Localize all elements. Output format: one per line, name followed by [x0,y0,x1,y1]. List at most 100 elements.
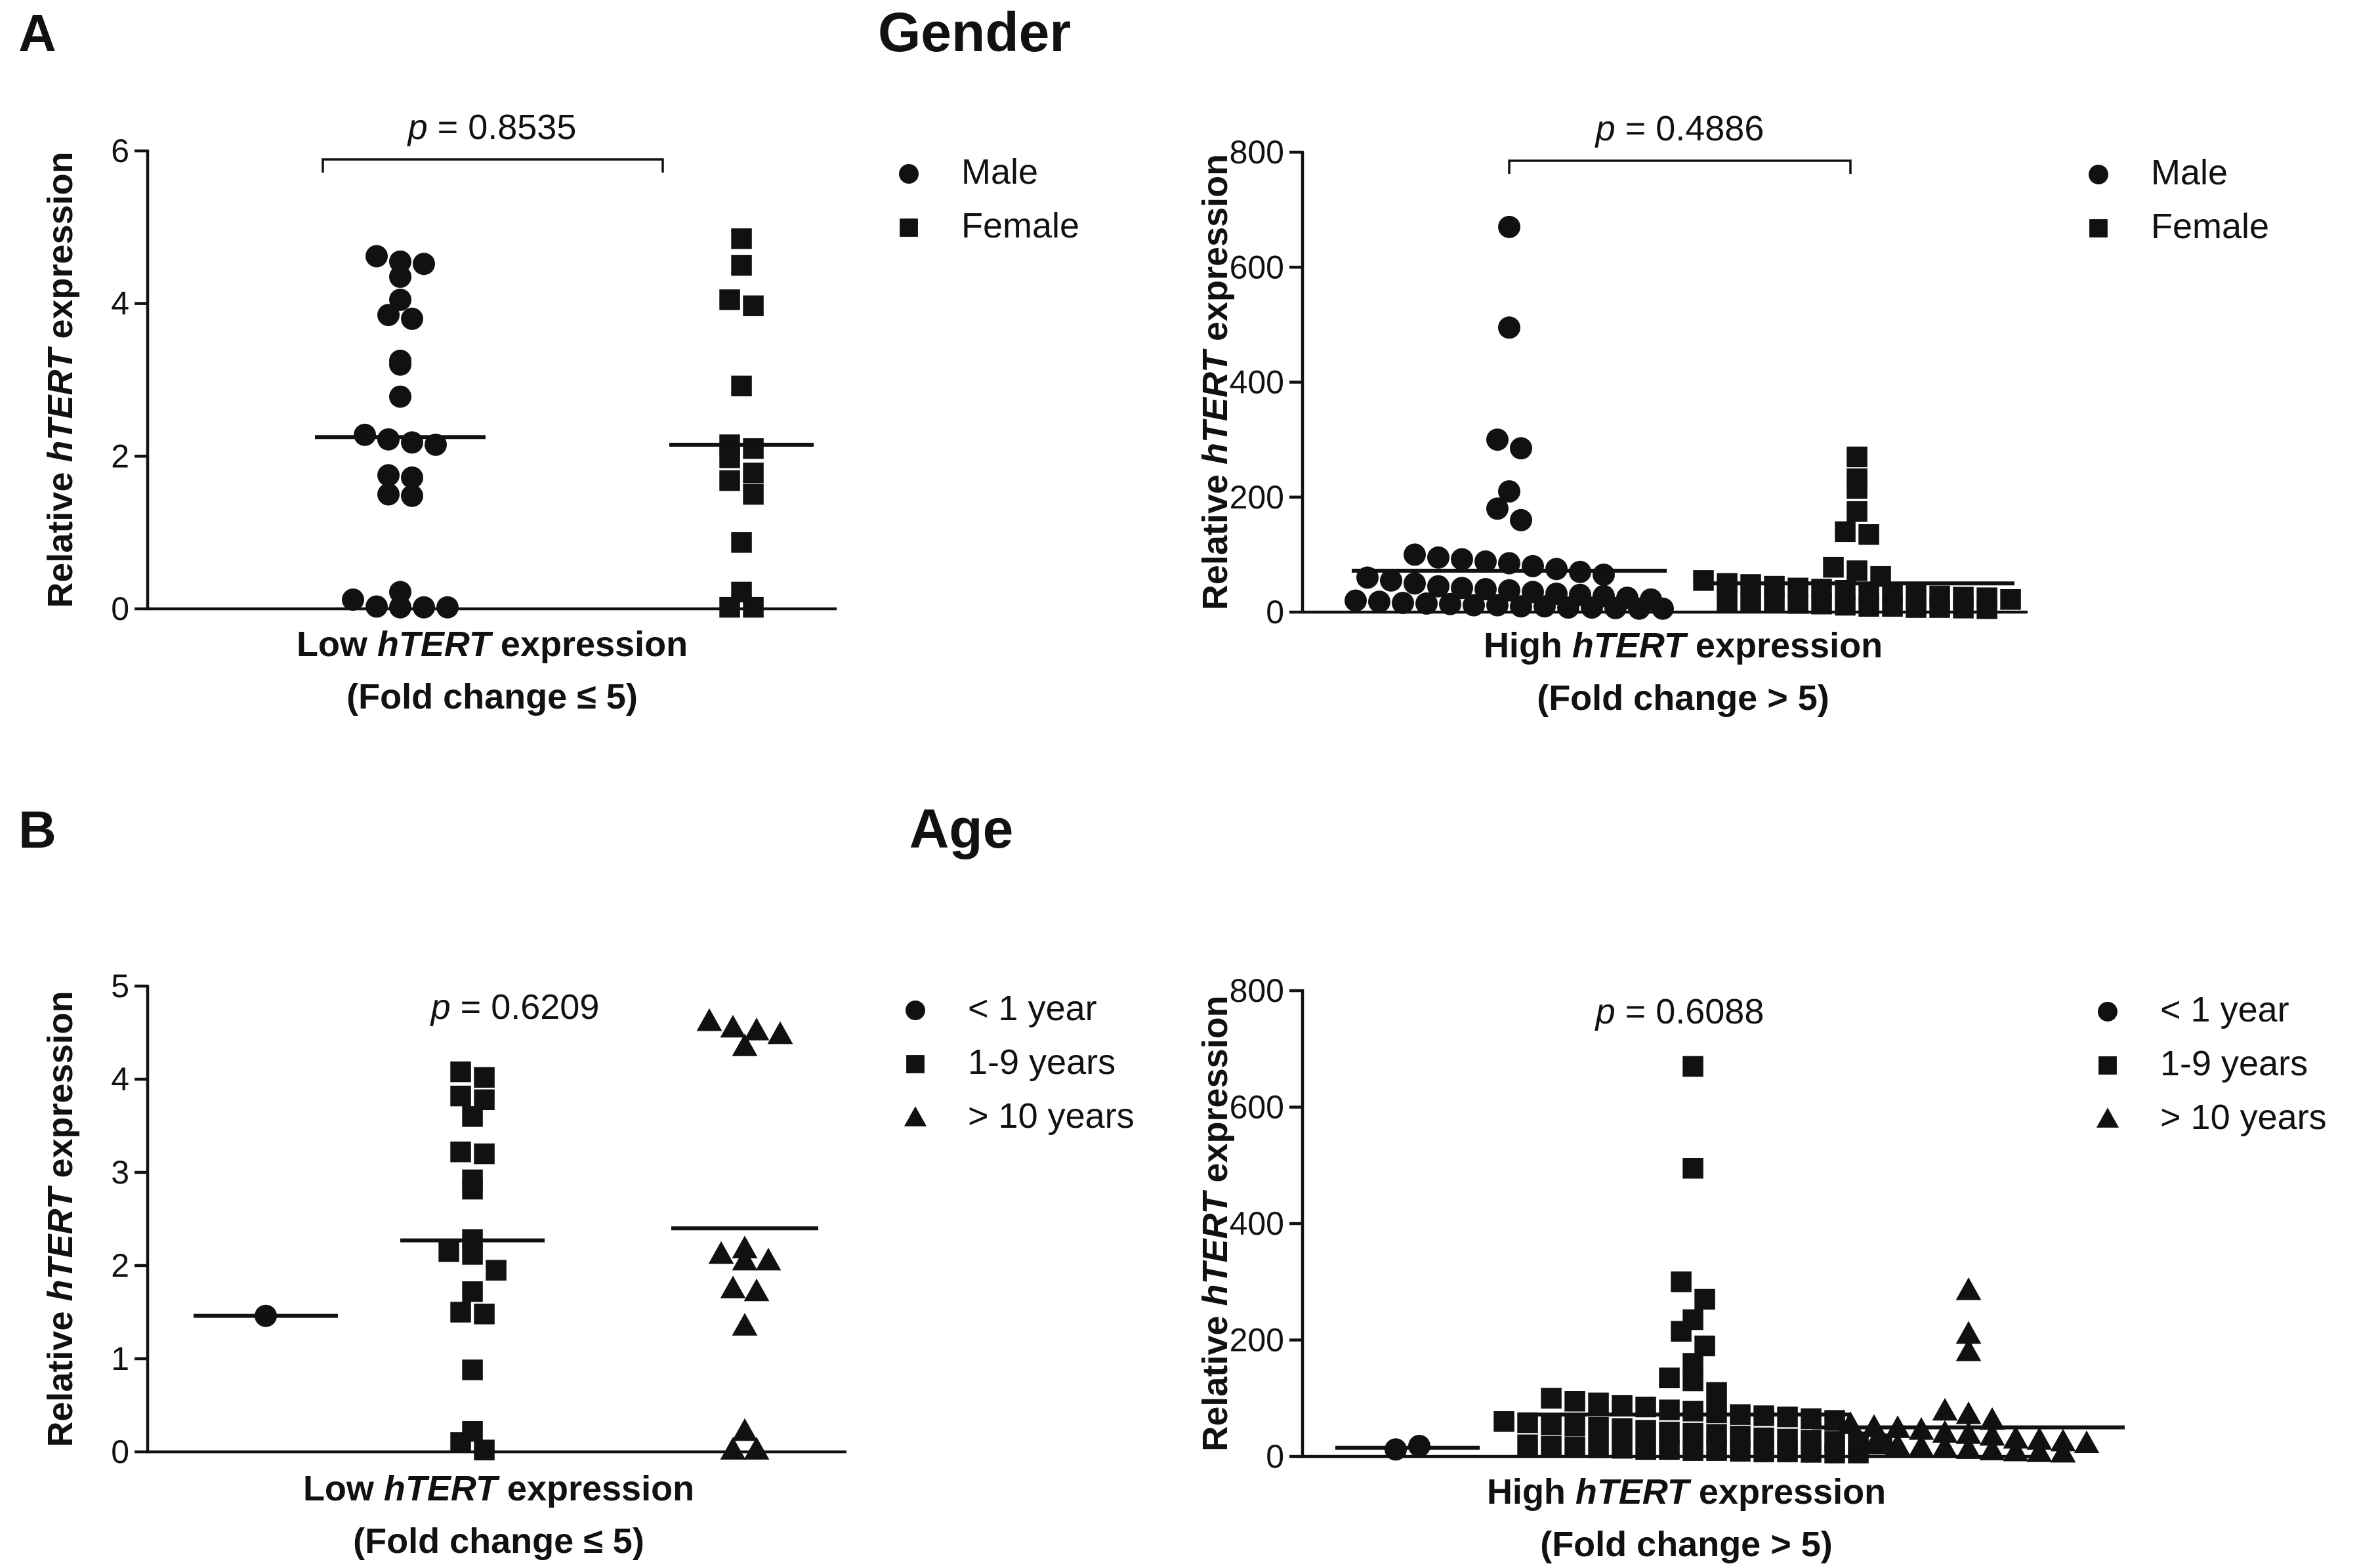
legend-marker-triangle [904,1106,927,1126]
data-point-triangle [732,1247,758,1271]
legend-label: > 10 years [968,1096,1135,1136]
legend-marker-circle [2098,1002,2117,1021]
data-point-triangle [732,1235,758,1258]
y-tick-label: 2 [111,1247,129,1284]
data-point-square [731,581,752,603]
legend-marker-square [906,1055,925,1073]
x-axis-label-line1: High hTERT expression [1484,626,1883,665]
data-point-square [450,1142,471,1163]
y-axis-label-gene: hTERT [41,346,80,462]
p-value-equals: = [428,108,469,147]
data-point-square [1787,577,1808,598]
data-point-circle [377,483,400,506]
x-axis-label-line2: (Fold change ≤ 5) [353,1521,644,1561]
x-axis-label-suffix: expression [1686,626,1883,665]
data-point-triangle [1979,1437,2005,1460]
data-point-circle [1474,550,1497,573]
data-point-square [1846,468,1867,489]
data-point-square [474,1439,495,1460]
data-point-square [1682,1056,1703,1077]
legend-marker-circle [906,1001,925,1020]
data-point-square [1846,560,1867,581]
p-value-symbol: p [407,108,428,147]
data-point-circle [389,250,411,273]
data-point-square [462,1359,483,1380]
data-point-square [462,1281,483,1302]
x-axis-label-suffix: expression [491,625,688,664]
p-value-label: p = 0.8535 [407,108,577,147]
data-point-triangle [2003,1426,2029,1449]
y-axis-label-gene: hTERT [41,1185,80,1301]
data-point-square [1517,1434,1538,1455]
data-point-triangle [1955,1436,1982,1459]
data-point-triangle [755,1247,782,1271]
data-point-square [1694,1335,1715,1357]
data-point-square [1493,1411,1514,1432]
data-point-triangle [1955,1401,1982,1424]
data-point-circle [342,588,364,611]
x-axis-label-gene: hTERT [377,625,493,664]
y-axis-label-prefix: Relative [41,463,80,608]
data-point-square [1659,1399,1680,1420]
panel-b-title: Age [909,798,1014,859]
data-point-square [1682,1370,1703,1392]
data-point-circle [1486,428,1509,451]
data-point-circle [1368,590,1390,613]
y-tick-label: 400 [1230,1205,1284,1242]
data-point-circle [1380,569,1402,592]
data-point-circle [1439,592,1461,615]
data-point-triangle [732,1418,758,1441]
data-point-square [1517,1412,1538,1434]
x-axis-label-prefix: High [1487,1472,1575,1512]
p-value-symbol: p [430,987,451,1027]
data-point-circle [401,484,423,507]
data-point-square [1564,1437,1585,1458]
data-point-circle [1498,480,1520,503]
y-axis-label: Relative hTERT expression [41,152,80,608]
data-point-square [719,289,740,310]
y-axis-label-prefix: Relative [1196,1306,1235,1452]
data-point-triangle [1932,1420,1958,1443]
data-point-square [450,1085,471,1107]
legend-marker-triangle [2096,1107,2119,1128]
data-point-triangle [1861,1432,1887,1455]
data-point-square [1706,1382,1727,1403]
data-point-square [1717,590,1738,611]
y-axis-label-prefix: Relative [41,1302,80,1447]
y-tick-label: 3 [111,1154,129,1191]
x-axis-label-prefix: High [1484,626,1572,665]
data-point-circle [389,349,411,372]
data-point-triangle [720,1275,746,1298]
data-point-circle [377,304,400,327]
data-point-circle [1404,572,1426,595]
data-point-circle [1498,579,1520,602]
x-axis-label-gene: hTERT [1572,626,1688,665]
legend-marker-square [2098,1056,2117,1075]
data-point-square [1635,1439,1656,1460]
data-point-square [1659,1367,1680,1388]
y-tick-label: 400 [1230,364,1284,401]
data-point-square [1706,1424,1727,1445]
y-axis-label: Relative hTERT expression [41,991,80,1447]
data-point-square [743,484,764,505]
data-point-circle [425,433,447,456]
data-point-square [1753,1427,1774,1449]
x-axis-label-line2: (Fold change ≤ 5) [346,677,638,716]
data-point-square [1635,1420,1656,1441]
p-value-equals: = [1616,109,1656,148]
data-point-square [474,1089,495,1110]
data-point-square [1588,1416,1609,1438]
data-point-circle [1640,588,1662,611]
data-point-square [1564,1391,1585,1412]
x-axis-label-prefix: Low [303,1469,384,1508]
data-point-circle [1463,594,1485,617]
x-axis-label-line1: Low hTERT expression [297,625,688,664]
data-point-circle [1498,316,1520,339]
y-axis-label-prefix: Relative [1196,464,1235,610]
data-point-triangle [1979,1407,2005,1430]
data-point-triangle [1932,1434,1958,1458]
data-point-triangle [2050,1428,2076,1452]
legend-label: Female [2151,207,2269,246]
